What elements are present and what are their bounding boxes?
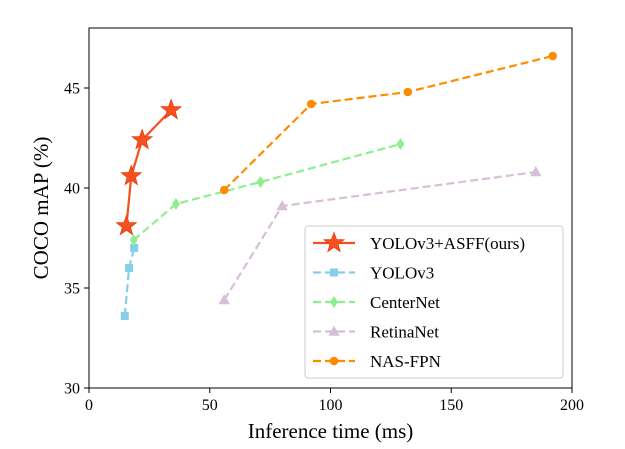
legend-marker: [329, 356, 339, 366]
legend-label: RetinaNet: [370, 323, 439, 342]
legend-marker: [330, 268, 338, 277]
series-retinanet: [218, 166, 542, 305]
data-point: [115, 214, 138, 236]
y-tick-label: 40: [64, 181, 80, 198]
legend-entry: CenterNet: [313, 293, 440, 312]
legend-entry: RetinaNet: [313, 323, 439, 342]
data-point: [130, 244, 139, 252]
legend-entry: YOLOv3+ASFF(ours): [313, 231, 525, 253]
series-layer: [115, 51, 557, 320]
series-line: [223, 54, 553, 191]
data-point: [120, 164, 143, 186]
x-tick-label: 150: [439, 397, 463, 414]
series-line: [125, 109, 172, 227]
series-centernet: [129, 138, 405, 246]
legend-marker: [328, 325, 340, 336]
legend-label: NAS-FPN: [370, 352, 441, 371]
x-tick-label: 50: [202, 397, 218, 414]
data-point: [219, 185, 229, 195]
x-axis: 0 50 100 150 200: [85, 388, 584, 414]
series-line: [132, 142, 401, 241]
legend-entry: NAS-FPN: [313, 352, 441, 371]
data-point: [403, 87, 413, 97]
data-point: [396, 138, 405, 150]
data-point: [159, 98, 183, 120]
series-yolov3: [120, 244, 139, 320]
legend-label: CenterNet: [370, 293, 440, 312]
series-line: [123, 247, 136, 317]
data-point: [256, 176, 265, 188]
y-tick-label: 45: [64, 81, 80, 98]
data-point: [171, 198, 180, 210]
data-point: [129, 234, 138, 246]
series-nas-fpn: [219, 51, 557, 195]
y-axis-title: COCO mAP (%): [29, 137, 53, 280]
legend-label: YOLOv3+ASFF(ours): [370, 234, 525, 253]
legend-marker: [330, 296, 338, 308]
x-axis-title: Inference time (ms): [248, 419, 414, 443]
legend: YOLOv3+ASFF(ours) YOLOv3 CenterNet RetinaNe…: [304, 225, 564, 379]
y-axis: 30 35 40 45: [64, 81, 89, 398]
x-tick-label: 100: [319, 397, 343, 414]
data-point: [125, 264, 134, 272]
legend-entry: YOLOv3: [313, 264, 434, 283]
data-point: [306, 99, 316, 109]
data-point: [131, 128, 154, 150]
x-tick-label: 200: [560, 397, 584, 414]
legend-box: [304, 225, 564, 379]
y-tick-label: 30: [64, 381, 80, 398]
series-yolov3-asff-ours: [115, 98, 183, 236]
data-point: [548, 51, 557, 61]
data-point: [530, 166, 542, 177]
legend-marker: [322, 231, 346, 253]
data-point: [120, 312, 129, 320]
x-tick-label: 0: [85, 397, 93, 414]
data-point: [276, 200, 288, 211]
y-tick-label: 35: [64, 281, 80, 298]
legend-label: YOLOv3: [370, 264, 434, 283]
data-point: [218, 294, 230, 305]
